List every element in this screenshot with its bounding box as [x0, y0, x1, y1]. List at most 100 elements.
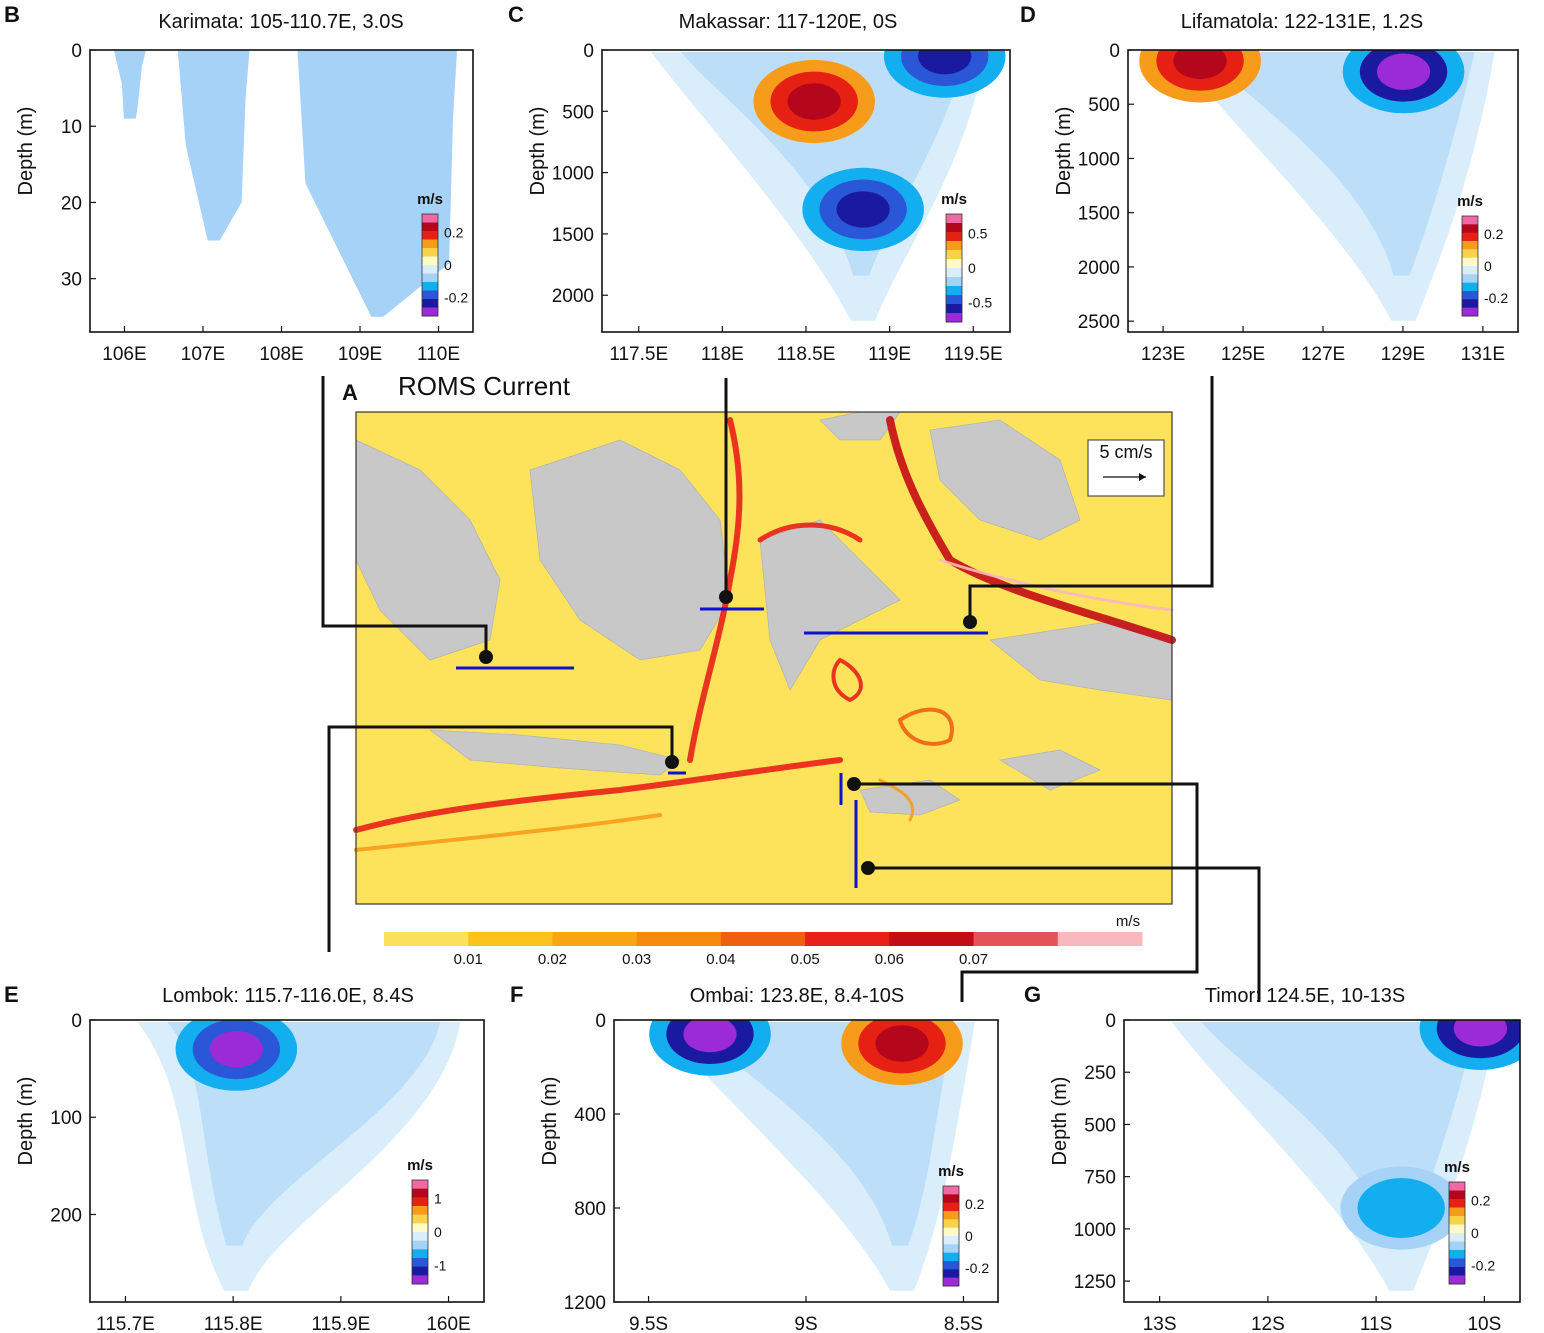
- colorbar-swatch: [412, 1197, 428, 1207]
- land-mass-3: [759, 519, 901, 691]
- colorbar-swatch: [412, 1180, 428, 1190]
- x-tick-label: 118E: [701, 344, 744, 365]
- panel-f: Ombai: 123.8E, 8.4-10S Depth (m) 0 400 800 12…: [539, 985, 999, 1333]
- colorbar-swatch: [1462, 241, 1478, 250]
- colorbar-swatch: [943, 1236, 959, 1245]
- land-mass-0: [355, 439, 501, 661]
- x-tick-label: 119E: [868, 344, 911, 365]
- panel-title: Timor: 124.5E, 10-13S: [1205, 985, 1405, 1007]
- x-tick-label: 9.5S: [629, 1314, 668, 1333]
- colorbar-unit: m/s: [417, 191, 443, 208]
- x-tick-label: 118.5E: [777, 344, 836, 365]
- y-tick-label: 500: [1088, 95, 1120, 116]
- current-streak-6: [831, 658, 863, 703]
- colorbar-swatch: [422, 265, 438, 274]
- colorbar-swatch: [946, 250, 962, 260]
- x-tick-label: 12S: [1251, 1314, 1285, 1333]
- x-tick-label: 119.5E: [944, 344, 1003, 365]
- map-frame: [355, 411, 1173, 905]
- colorbar-tick-label: 0: [434, 1224, 442, 1240]
- colorbar: m/s0.2 0 -0.2: [938, 1163, 989, 1287]
- colorbar-swatch: [946, 241, 962, 251]
- colorbar-swatch: [422, 299, 438, 308]
- panel-b: Karimata: 105-110.7E, 3.0S Depth (m) 0 10 20…: [15, 11, 474, 365]
- colorbar-swatch: [943, 1219, 959, 1229]
- connector-2: [968, 376, 1214, 622]
- colorbar-tick-label: -0.2: [1471, 1258, 1495, 1274]
- colorbar-swatch: [946, 277, 962, 287]
- colorbar-unit: m/s: [1457, 193, 1483, 210]
- colorbar-frame: [945, 213, 963, 323]
- panel-c: Makassar: 117-120E, 0S Depth (m) 0 500 1000 1…: [527, 11, 1011, 365]
- colorbar-swatch: [412, 1223, 428, 1233]
- colorbar-swatch: [1449, 1233, 1465, 1242]
- colorbar: m/s 0.5 0 -0.5: [941, 191, 992, 323]
- colorbar-swatch: [422, 231, 438, 240]
- panel-letter-e: E: [4, 982, 19, 1007]
- y-axis-label: Depth (m): [1049, 1077, 1071, 1166]
- connector-dot-1: [719, 590, 733, 604]
- feature-core-0: [787, 83, 841, 120]
- x-tick-label: 10S: [1467, 1314, 1501, 1333]
- connector-4: [854, 782, 1199, 1002]
- map-colorbar-swatch: [384, 932, 469, 946]
- colorbar-tick-label: 0: [968, 260, 976, 276]
- panel-title: Lombok: 115.7-116.0E, 8.4S: [162, 985, 414, 1007]
- feature-core-0: [1173, 50, 1227, 80]
- colorbar-swatch: [412, 1266, 428, 1276]
- colorbar-tick-label: 0.5: [968, 225, 988, 241]
- colorbar-swatch: [1449, 1190, 1465, 1200]
- plot-area: [1139, 50, 1495, 321]
- colorbar-tick-label: -0.5: [968, 295, 992, 311]
- colorbar-swatch: [1462, 266, 1478, 275]
- connector-dot-0: [479, 650, 493, 664]
- scale-label: 5 cm/s: [1099, 442, 1152, 462]
- y-tick-label: 0: [583, 41, 594, 62]
- colorbar-swatch: [1462, 299, 1478, 309]
- colorbar-swatch: [422, 222, 438, 232]
- feature-core-2: [918, 50, 972, 75]
- y-axis-label: Depth (m): [527, 107, 549, 196]
- colorbar-tick-label: 0.2: [1484, 226, 1504, 242]
- colorbar-tick-label: -0.2: [444, 290, 468, 306]
- colorbar-tick-label: 1: [434, 1191, 442, 1207]
- panel-letter-b: B: [4, 2, 20, 27]
- colorbar-swatch: [412, 1214, 428, 1224]
- colorbar-unit: m/s: [938, 1163, 964, 1180]
- panel-letter-g: G: [1024, 982, 1042, 1007]
- y-tick-label: 200: [50, 1205, 82, 1226]
- map-colorbar-swatch: [973, 932, 1059, 946]
- x-tick-label: 115.7E: [96, 1314, 155, 1333]
- basin-inner: [680, 52, 966, 276]
- y-tick-label: 1250: [1074, 1272, 1116, 1293]
- map-colorbar-tick: 0.04: [706, 951, 735, 968]
- x-tick-label: 110E: [417, 344, 460, 365]
- map-colorbar-swatch: [805, 932, 890, 946]
- plot-area: [113, 50, 458, 317]
- x-tick-label: 115.8E: [204, 1314, 263, 1333]
- colorbar-swatch: [1462, 232, 1478, 242]
- current-streak-4: [938, 558, 1174, 612]
- section-core-0: [121, 50, 138, 119]
- colorbar-swatch: [422, 307, 438, 317]
- plot-area: [1171, 1020, 1520, 1291]
- connector-dot-4: [847, 777, 861, 791]
- colorbar-frame: [1448, 1181, 1466, 1285]
- y-tick-label: 1000: [1078, 149, 1120, 170]
- colorbar-swatch: [422, 239, 438, 249]
- y-tick-label: 20: [61, 193, 82, 214]
- x-tick-label: 129E: [1381, 344, 1425, 365]
- y-tick-label: 2500: [1078, 312, 1120, 333]
- scale-box: [1087, 439, 1165, 497]
- colorbar-swatch: [412, 1206, 428, 1216]
- colorbar: m/s0.2 0 -0.2: [417, 191, 468, 317]
- y-tick-label: 800: [574, 1199, 606, 1220]
- colorbar-swatch: [422, 256, 438, 266]
- colorbar: m/s0.2 0 -0.2: [1457, 193, 1508, 317]
- colorbar-swatch: [412, 1249, 428, 1259]
- y-axis-label: Depth (m): [15, 107, 37, 196]
- colorbar-swatch: [412, 1188, 428, 1198]
- map-colorbar-swatch: [889, 932, 975, 946]
- colorbar-swatch: [412, 1240, 428, 1250]
